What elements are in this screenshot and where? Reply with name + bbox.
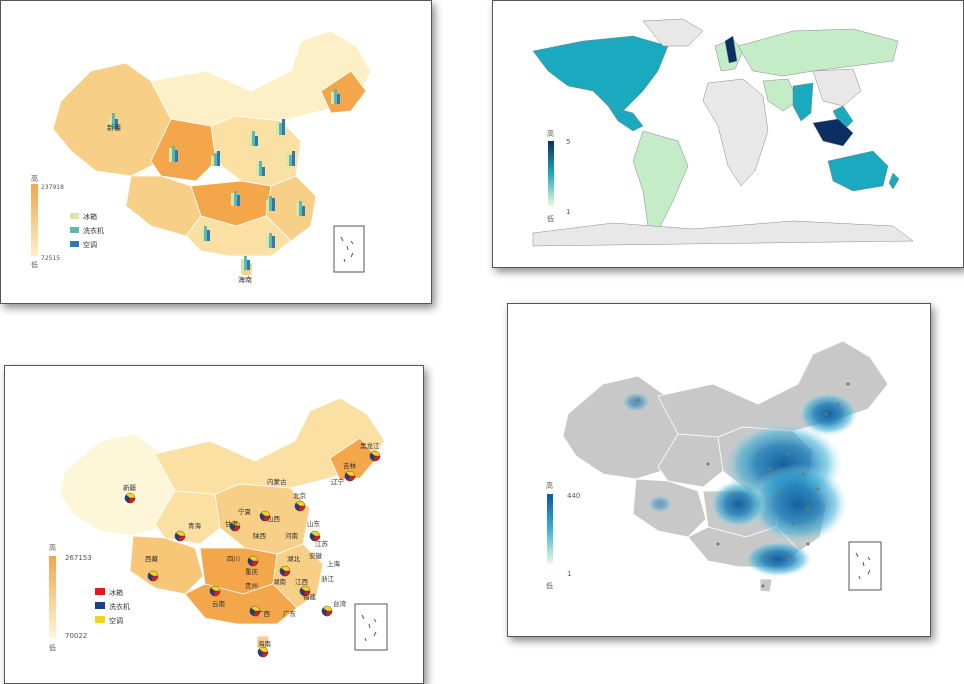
- label-guangxi: 广西: [257, 609, 271, 618]
- label-chongqing: 重庆: [245, 567, 259, 576]
- legend-max-value: 267153: [65, 554, 92, 562]
- south-china-sea-inset: [848, 541, 882, 591]
- legend-high-label: 高: [546, 481, 553, 490]
- legend-high-label: 高: [547, 129, 554, 138]
- china-pie-map-panel: 黑龙江 吉林 内蒙古 新疆 辽宁 北京 宁夏 山西 山东 青海 甘肃 陕西 河南…: [4, 365, 424, 684]
- label-jiangxi: 江西: [295, 578, 309, 586]
- label-liaoning: 辽宁: [331, 477, 345, 486]
- label-heilongjiang: 黑龙江: [360, 441, 380, 450]
- legend-gradient: 高 267153 70022 低: [49, 543, 92, 652]
- label-hainan: 海南: [258, 639, 272, 648]
- label-hainan: 海南: [238, 275, 252, 284]
- label-xinjiang: 新疆: [123, 483, 137, 492]
- china-map-shape: [59, 397, 386, 650]
- legend-washer: 洗衣机: [83, 226, 104, 235]
- label-henan: 河南: [285, 531, 299, 540]
- china-bar-map-panel: 新疆 海南 高 237918 低 72515 冰箱 洗衣机 空调: [0, 0, 432, 304]
- legend-max-value: 5: [566, 138, 570, 146]
- south-china-sea-inset: [354, 603, 388, 651]
- label-hubei: 湖北: [287, 554, 301, 563]
- label-jilin: 吉林: [343, 461, 357, 470]
- label-guizhou: 贵州: [245, 581, 258, 590]
- label-ningxia: 宁夏: [238, 507, 252, 516]
- label-jiangsu: 江苏: [315, 539, 329, 548]
- legend-max-value: 237918: [41, 184, 64, 191]
- heat-density-layer: [622, 392, 858, 577]
- china-map-shape: [52, 30, 372, 277]
- label-zhejiang: 浙江: [321, 574, 335, 583]
- label-qinghai: 青海: [188, 521, 202, 530]
- south-china-sea-inset: [333, 225, 365, 273]
- legend-high-label: 高: [49, 543, 56, 552]
- legend-ac: 空调: [109, 616, 123, 625]
- province-bar-markers: [109, 89, 340, 270]
- legend-washer: 洗衣机: [109, 602, 130, 611]
- legend-fridge: 冰箱: [109, 588, 123, 597]
- city-points: [636, 382, 850, 588]
- legend-min-value: 1: [567, 570, 571, 578]
- label-shanxi: 山西: [267, 514, 281, 523]
- world-map-shape: [532, 18, 914, 247]
- legend-min-value: 1: [566, 208, 570, 216]
- legend-low-label: 低: [546, 581, 553, 590]
- legend-low-label: 低: [31, 260, 38, 269]
- legend-gradient: 高 237918 低 72515: [31, 174, 64, 269]
- legend-high-label: 高: [31, 174, 38, 183]
- label-neimenggu: 内蒙古: [267, 477, 287, 486]
- series-legend: 冰箱 洗衣机 空调: [70, 212, 104, 249]
- label-yunnan: 云南: [212, 599, 226, 608]
- label-fujian: 福建: [303, 592, 317, 601]
- legend-max-value: 440: [567, 492, 580, 500]
- legend-gradient: 高 440 1 低: [546, 481, 580, 590]
- world-map-panel: 高 5 1 低: [492, 0, 964, 268]
- province-labels: 黑龙江 吉林 内蒙古 新疆 辽宁 北京 宁夏 山西 山东 青海 甘肃 陕西 河南…: [123, 441, 380, 648]
- series-legend: 冰箱 洗衣机 空调: [95, 588, 130, 625]
- china-heat-map-panel: 高 440 1 低: [507, 303, 931, 637]
- label-xizang: 西藏: [145, 554, 159, 563]
- label-xinjiang: 新疆: [107, 123, 121, 132]
- legend-low-label: 低: [49, 643, 56, 652]
- legend-ac: 空调: [83, 240, 97, 249]
- label-guangdong: 广东: [283, 609, 297, 618]
- label-sichuan: 四川: [227, 555, 240, 563]
- label-beijing: 北京: [293, 491, 307, 500]
- legend-fridge: 冰箱: [83, 212, 97, 221]
- legend-gradient: 高 5 1 低: [547, 129, 570, 223]
- legend-min-value: 72515: [41, 255, 60, 262]
- legend-min-value: 70022: [65, 632, 87, 640]
- label-shanghai: 上海: [327, 559, 341, 568]
- label-hunan: 湖南: [273, 577, 287, 586]
- label-shaanxi: 陕西: [253, 531, 267, 540]
- label-gansu: 甘肃: [225, 519, 239, 528]
- legend-low-label: 低: [547, 214, 554, 223]
- province-pie-markers: [124, 450, 381, 658]
- label-taiwan: 台湾: [333, 599, 347, 608]
- label-anhui: 安徽: [309, 551, 323, 560]
- label-shandong: 山东: [307, 519, 321, 528]
